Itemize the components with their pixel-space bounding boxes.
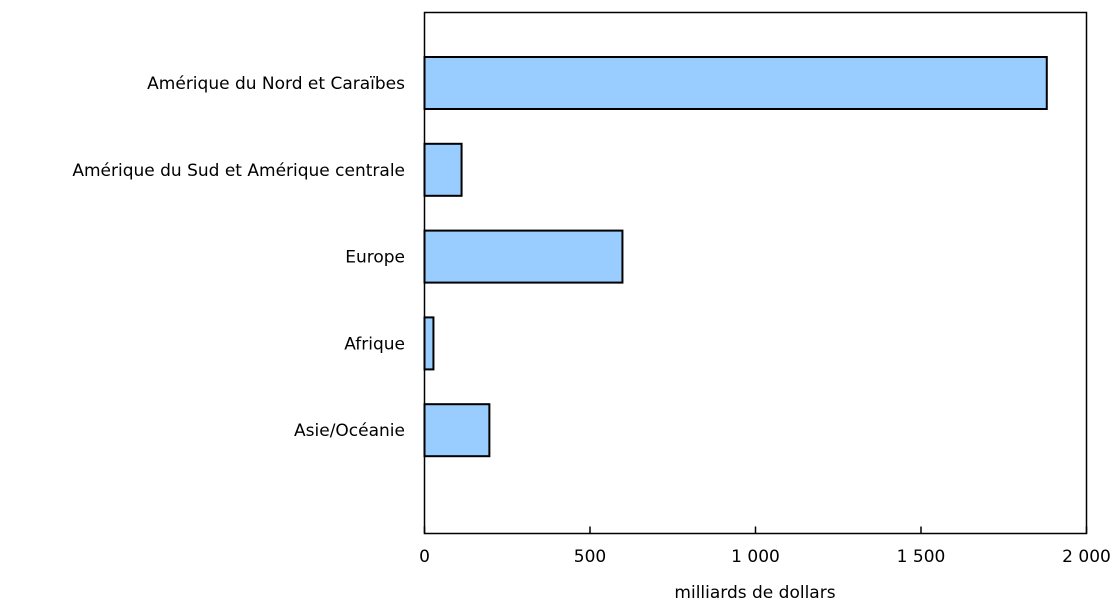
category-label-amerique-du-sud-et-amerique-centrale: Amérique du Sud et Amérique centrale [72,161,405,181]
bar-europe [423,229,624,284]
x-tick-label: 1 500 [897,547,946,567]
x-axis-title: milliards de dollars [674,583,835,603]
bar-amerique-du-nord-et-caraibes [423,56,1048,110]
category-label-europe: Europe [345,248,405,268]
bar-asie-oceanie [423,403,491,458]
category-label-amerique-du-nord-et-caraibes: Amérique du Nord et Caraïbes [147,74,405,94]
category-label-afrique: Afrique [344,334,405,354]
category-labels: Amérique du Nord et Caraïbes Amérique du … [72,74,405,441]
bar-amerique-du-sud-et-amerique-centrale [423,142,463,197]
bars-group [423,56,1048,458]
bar-afrique [423,316,435,371]
category-label-asie-oceanie: Asie/Océanie [294,421,405,441]
x-tick-label: 1 000 [731,547,780,567]
x-axis-ticks: 0 500 1 000 1 500 2 000 [419,526,1111,567]
x-tick-label: 2 000 [1062,547,1111,567]
x-tick-label: 500 [574,547,606,567]
x-tick-label: 0 [419,547,430,567]
